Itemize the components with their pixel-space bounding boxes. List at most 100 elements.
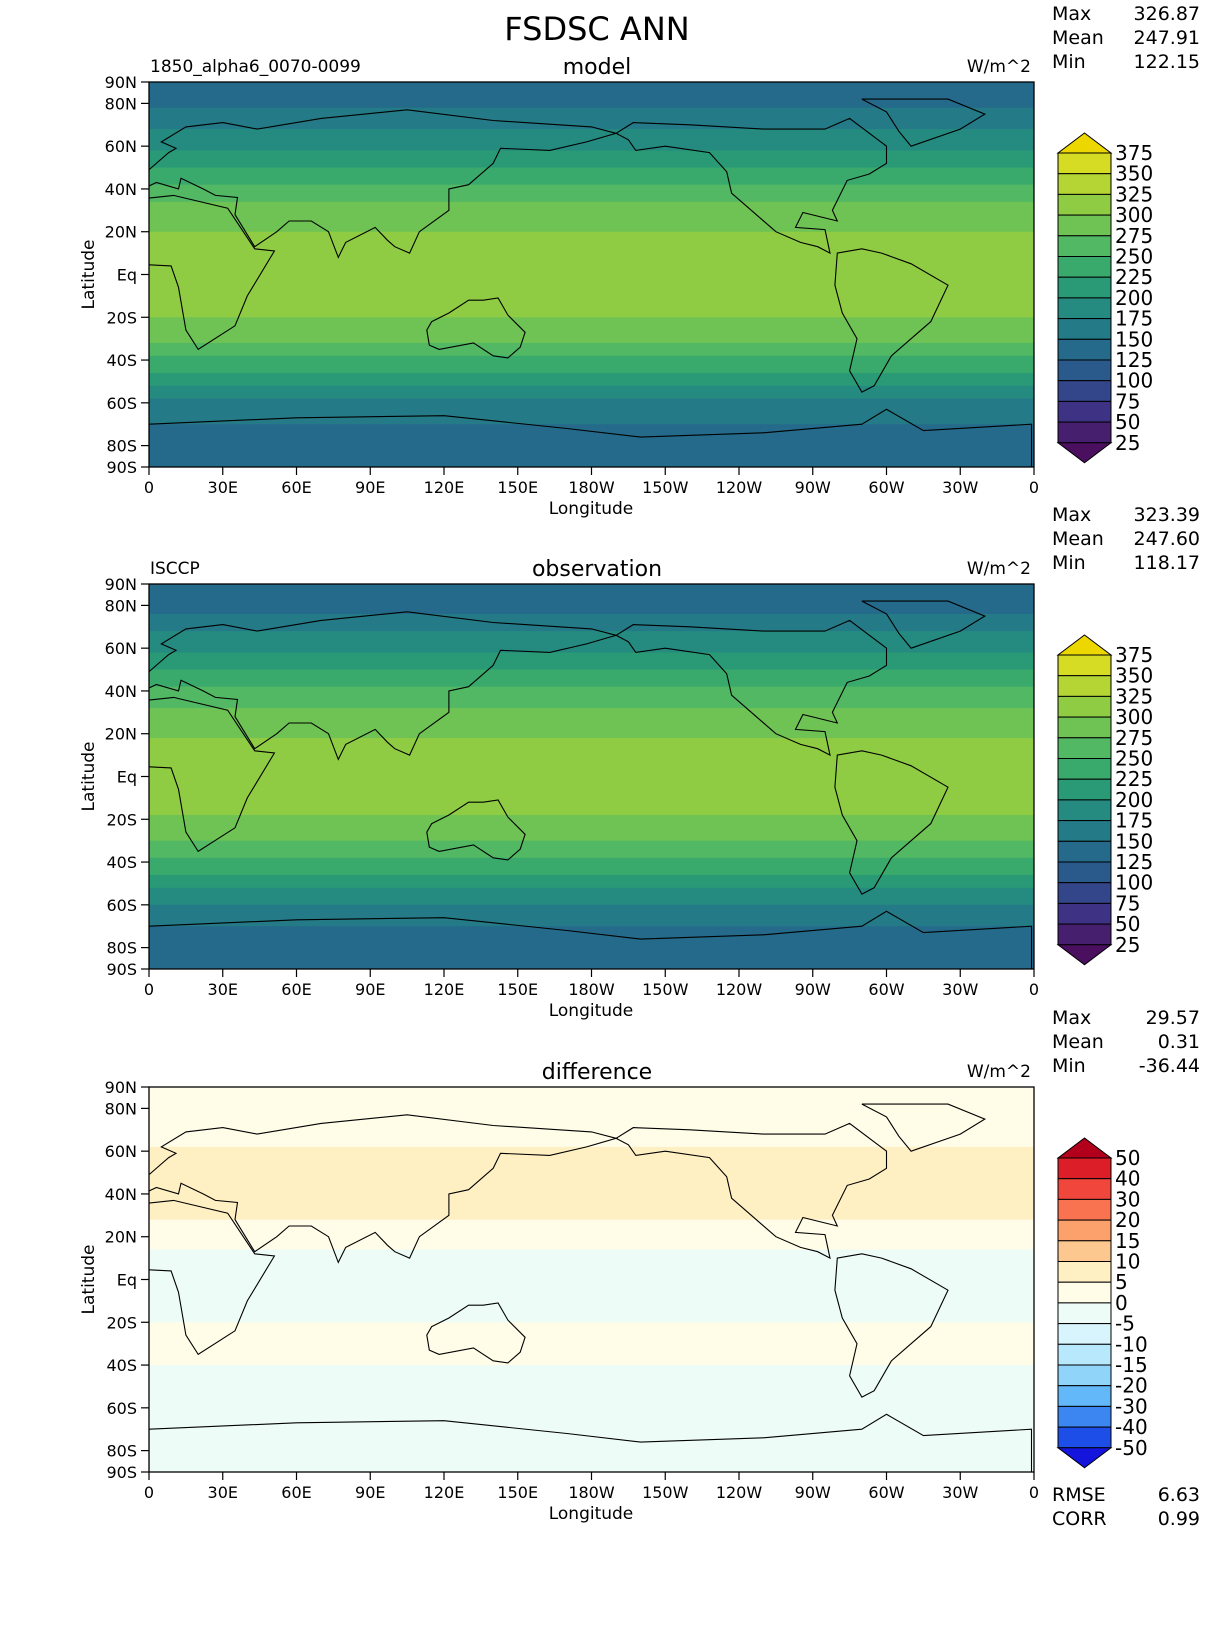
difference-band <box>149 1228 1034 1234</box>
difference-band <box>149 1249 1034 1255</box>
model-band <box>149 103 1034 109</box>
model-stat-value: 247.91 <box>1134 27 1200 49</box>
difference-band <box>149 1412 1034 1417</box>
observation-stat-value: 323.39 <box>1134 504 1200 526</box>
difference-colorbar-label: 20 <box>1115 1208 1140 1232</box>
observation-xtick-label: 180W <box>568 980 615 999</box>
observation-coastline <box>834 750 949 895</box>
difference-band <box>149 1407 1034 1413</box>
observation-coastline <box>861 600 987 649</box>
difference-band <box>149 1151 1034 1157</box>
model-xtick-label: 90E <box>355 478 385 497</box>
model-colorbar-label: 275 <box>1115 224 1153 248</box>
difference-band <box>149 1360 1034 1366</box>
model-band <box>149 372 1034 378</box>
observation-band <box>149 840 1034 846</box>
observation-colorbar-label: 325 <box>1115 684 1153 708</box>
observation-band <box>149 896 1034 902</box>
observation-band <box>149 849 1034 855</box>
difference-band <box>149 1463 1034 1469</box>
difference-colorbar-swatch <box>1057 1178 1112 1200</box>
difference-title: difference <box>542 1060 652 1085</box>
observation-band <box>149 892 1034 897</box>
model-band <box>149 99 1034 104</box>
difference-units: W/m^2 <box>967 1062 1031 1082</box>
observation-band <box>149 853 1034 859</box>
observation-xlabel: Longitude <box>549 1001 634 1021</box>
difference-band <box>149 1258 1034 1263</box>
model-band <box>149 334 1034 340</box>
model-band <box>149 291 1034 297</box>
difference-band <box>149 1087 1034 1092</box>
difference-xtick-label: 90W <box>795 1483 831 1502</box>
observation-band <box>149 746 1034 752</box>
difference-band <box>149 1369 1034 1375</box>
observation-colorbar-swatch <box>1057 675 1112 697</box>
model-band <box>149 253 1034 258</box>
model-band <box>149 120 1034 126</box>
model-band <box>149 321 1034 327</box>
observation-units: W/m^2 <box>967 559 1031 579</box>
difference-band <box>149 1121 1034 1127</box>
observation-band <box>149 810 1034 816</box>
model-band <box>149 240 1034 246</box>
observation-band <box>149 887 1034 893</box>
model-coastline <box>149 109 619 259</box>
difference-colorbar-swatch <box>1057 1302 1112 1325</box>
difference-band <box>149 1279 1034 1285</box>
observation-band <box>149 960 1034 966</box>
model-ytick-label: 60S <box>106 394 137 413</box>
model-band <box>149 454 1034 460</box>
difference-band <box>149 1330 1034 1336</box>
model-band <box>149 116 1034 122</box>
observation-band <box>149 622 1034 628</box>
difference-band <box>149 1099 1034 1105</box>
model-band <box>149 398 1034 404</box>
model-band <box>149 248 1034 254</box>
observation-band <box>149 866 1034 872</box>
observation-colorbar-label: 350 <box>1115 664 1153 688</box>
observation-xtick-label: 30E <box>208 980 238 999</box>
difference-colorbar-swatch <box>1057 1364 1112 1387</box>
difference-colorbar-swatch <box>1057 1385 1112 1407</box>
model-band <box>149 82 1034 87</box>
model-band <box>149 244 1034 250</box>
model-ytick-label: 60N <box>105 137 137 156</box>
observation-colorbar-label: 50 <box>1115 912 1140 936</box>
difference-colorbar-label: -50 <box>1115 1436 1148 1460</box>
observation-band <box>149 665 1034 671</box>
model-band <box>149 197 1034 203</box>
difference-band <box>149 1275 1034 1281</box>
model-band <box>149 394 1034 400</box>
difference-xtick-label: 30E <box>208 1483 238 1502</box>
model-colorbar-swatch <box>1057 214 1112 237</box>
difference-stat-value: 0.31 <box>1158 1031 1200 1053</box>
model-band <box>149 304 1034 310</box>
difference-band <box>149 1164 1034 1169</box>
observation-band <box>149 883 1034 889</box>
difference-band <box>149 1283 1034 1289</box>
model-colorbar-label: 375 <box>1115 141 1153 165</box>
observation-band <box>149 750 1034 756</box>
model-band <box>149 154 1034 160</box>
observation-xtick-label: 0 <box>144 980 154 999</box>
difference-band <box>149 1305 1034 1311</box>
model-band <box>149 287 1034 293</box>
model-band <box>149 176 1034 181</box>
difference-band <box>149 1420 1034 1426</box>
model-band <box>149 257 1034 263</box>
observation-band <box>149 759 1034 765</box>
model-ytick-label: 90S <box>106 458 137 477</box>
model-stat-label: Min <box>1052 51 1086 73</box>
observation-colorbar-label: 100 <box>1115 871 1153 895</box>
model-ytick-label: 20N <box>105 223 137 242</box>
observation-coastline <box>149 611 619 761</box>
model-colorbar-label: 100 <box>1115 369 1153 393</box>
difference-colorbar-swatch <box>1057 1281 1112 1304</box>
observation-ytick-label: 90N <box>105 575 137 594</box>
difference-ytick-label: 60N <box>105 1142 137 1161</box>
model-band <box>149 150 1034 156</box>
observation-band <box>149 772 1034 778</box>
observation-band <box>149 947 1034 953</box>
